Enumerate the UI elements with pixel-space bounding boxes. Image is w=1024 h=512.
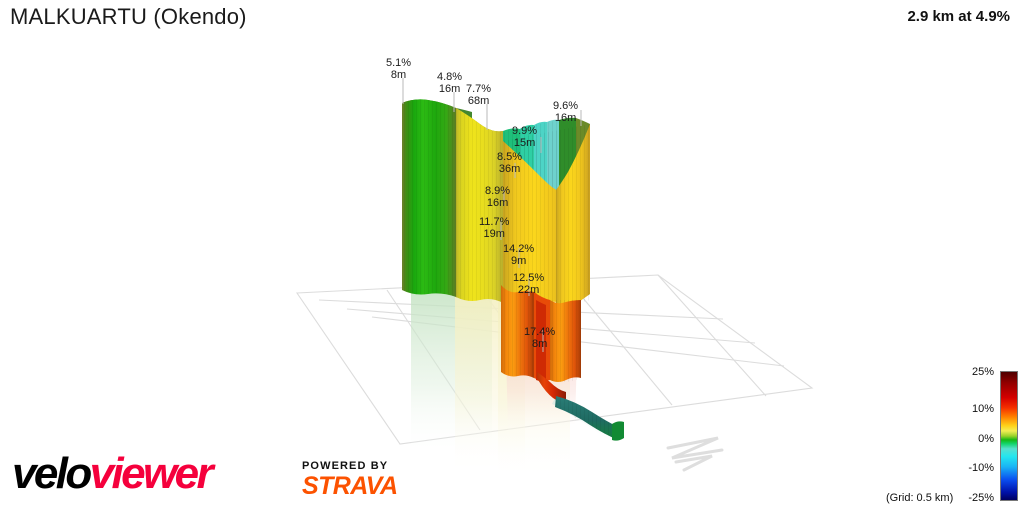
page-title: MALKUARTU (Okendo) — [10, 4, 247, 29]
colorbar-tick-neg10: -10% — [968, 462, 994, 474]
strava-wordmark: STRAVA — [302, 472, 398, 500]
colorbar-tick-0: 0% — [978, 433, 994, 445]
ribbon-segment-orange[interactable] — [501, 285, 581, 402]
veloviewer-logo[interactable]: veloviewer — [12, 449, 214, 498]
logo-text-velo: velo — [12, 449, 92, 498]
colorbar-tick-neg25: -25% — [968, 492, 994, 504]
ribbon-segment-yellow-1[interactable] — [456, 108, 503, 303]
powered-by-strava[interactable]: POWERED BY STRAVA — [302, 460, 398, 500]
scale-zigzag-icon — [666, 436, 724, 472]
gradient-colorbar[interactable] — [1000, 371, 1018, 501]
logo-text-viewer: viewer — [89, 449, 214, 498]
colorbar-tick-25: 25% — [971, 366, 994, 378]
grid-scale-note: (Grid: 0.5 km) — [886, 492, 954, 504]
ribbon-segment-tail[interactable] — [555, 396, 624, 441]
segment-stats: 2.9 km at 4.9% — [907, 8, 1010, 25]
colorbar-tick-10: 10% — [971, 403, 994, 415]
ribbon-segment-green[interactable] — [402, 99, 472, 299]
powered-by-label: POWERED BY — [302, 460, 389, 472]
ribbon-segment-gold[interactable] — [503, 124, 590, 309]
label-leader-lines — [402, 78, 582, 352]
